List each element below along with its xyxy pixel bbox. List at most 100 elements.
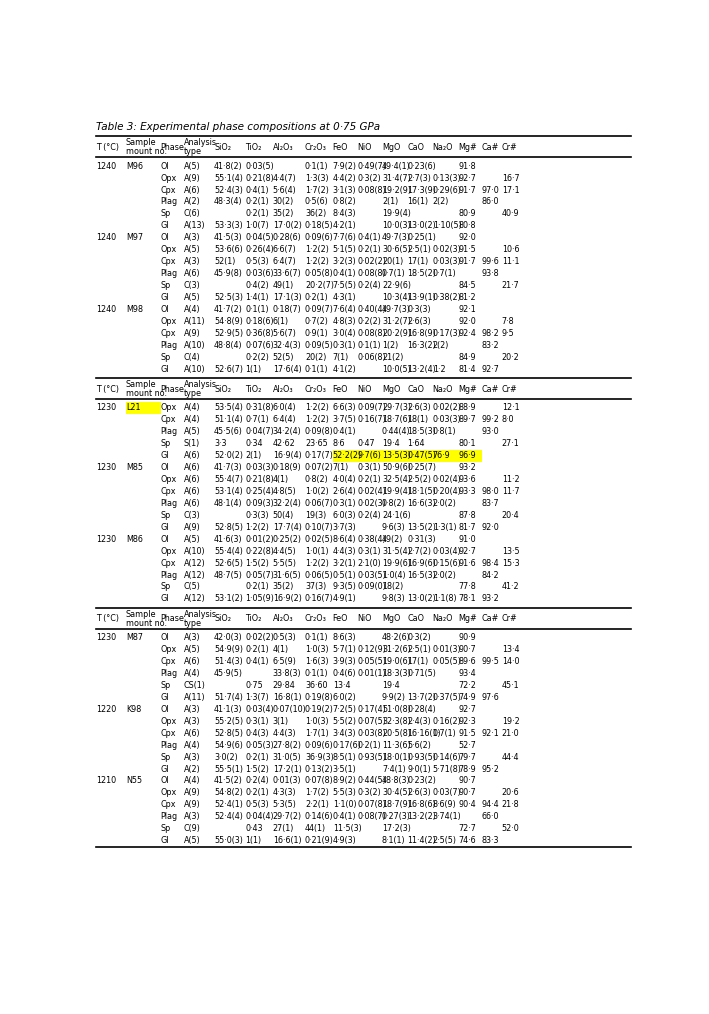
Text: 6·4(4): 6·4(4): [273, 416, 296, 425]
Text: 0·34: 0·34: [245, 439, 262, 448]
Text: 2(1): 2(1): [382, 198, 398, 207]
Text: 0·16(7): 0·16(7): [357, 416, 386, 425]
Text: 0·44(4): 0·44(4): [382, 427, 411, 436]
Text: FeO: FeO: [333, 143, 348, 152]
Text: 0·05(3): 0·05(3): [245, 740, 274, 749]
Text: 99·6: 99·6: [482, 258, 500, 266]
Text: 77·8: 77·8: [459, 582, 476, 591]
Text: M87: M87: [125, 634, 143, 642]
Text: 11·5(3): 11·5(3): [333, 824, 362, 834]
Text: 12·1: 12·1: [502, 404, 519, 413]
Text: 90·7: 90·7: [459, 645, 476, 654]
Text: Cr#: Cr#: [502, 614, 518, 624]
Text: 5·5(3): 5·5(3): [333, 789, 357, 797]
Text: 0·02(3): 0·02(3): [432, 245, 462, 255]
Text: 0·19(2): 0·19(2): [305, 705, 334, 714]
Text: 52·5(3): 52·5(3): [214, 293, 243, 302]
Text: 0·09(7): 0·09(7): [305, 305, 334, 314]
Text: 1·2(2): 1·2(2): [305, 245, 329, 255]
Text: 49·7(3): 49·7(3): [382, 305, 411, 314]
Text: 0·09(7): 0·09(7): [357, 404, 386, 413]
Text: 84·9: 84·9: [459, 353, 476, 362]
Text: 6·4(7): 6·4(7): [273, 258, 296, 266]
Text: Gl: Gl: [160, 451, 169, 460]
Text: 0·03(6): 0·03(6): [245, 269, 274, 278]
Text: 42·0(3): 42·0(3): [214, 634, 242, 642]
Text: 6·0(2): 6·0(2): [333, 693, 357, 702]
Text: 20·6: 20·6: [502, 789, 519, 797]
Text: 3·1(3): 3·1(3): [333, 186, 357, 195]
Bar: [333, 449, 357, 461]
Text: Cpx: Cpx: [160, 559, 176, 568]
Text: 53·6(6): 53·6(6): [214, 245, 242, 255]
Text: A(11): A(11): [184, 693, 205, 702]
Text: 35(2): 35(2): [273, 209, 294, 218]
Text: Gl: Gl: [160, 693, 169, 702]
Text: 3·7(3): 3·7(3): [333, 523, 357, 531]
Text: 0·29(6): 0·29(6): [432, 186, 462, 195]
Text: 18(1): 18(1): [408, 416, 429, 425]
Text: 22·9(6): 22·9(6): [382, 281, 411, 290]
Text: 2·7(2): 2·7(2): [408, 547, 432, 556]
Text: 19·9(6): 19·9(6): [382, 559, 411, 568]
Text: A(10): A(10): [184, 341, 205, 350]
Text: Mg#: Mg#: [459, 143, 477, 152]
Text: Gl: Gl: [160, 365, 169, 373]
Text: 0·2(2): 0·2(2): [357, 316, 381, 325]
Text: A(3): A(3): [184, 752, 200, 762]
Text: 0·10(7): 0·10(7): [305, 523, 334, 531]
Text: 36(2): 36(2): [305, 209, 326, 218]
Text: 0·3(1): 0·3(1): [357, 547, 381, 556]
Text: A(10): A(10): [184, 547, 205, 556]
Text: M85: M85: [125, 463, 143, 473]
Text: A(6): A(6): [184, 463, 200, 473]
Text: Cpx: Cpx: [160, 186, 176, 195]
Text: 30·6(5): 30·6(5): [382, 245, 411, 255]
Text: 78·1: 78·1: [459, 594, 476, 603]
Text: 0·1(1): 0·1(1): [357, 341, 381, 350]
Text: 0·2(1): 0·2(1): [245, 752, 269, 762]
Text: 2·6(4): 2·6(4): [333, 487, 357, 496]
Text: 98·0: 98·0: [482, 487, 500, 496]
Text: A(3): A(3): [184, 717, 200, 726]
Text: 0·23(6): 0·23(6): [408, 161, 436, 170]
Text: mount no.: mount no.: [125, 147, 167, 156]
Text: 0·18(7): 0·18(7): [273, 305, 301, 314]
Text: 0·71(5): 0·71(5): [408, 669, 437, 678]
Text: 0·3(1): 0·3(1): [333, 499, 357, 508]
Text: 17·1(3): 17·1(3): [273, 293, 301, 302]
Text: 0·25(2): 0·25(2): [273, 534, 302, 544]
Text: 17·7(4): 17·7(4): [273, 523, 302, 531]
Text: 0·31(8): 0·31(8): [245, 404, 274, 413]
Text: 1230: 1230: [96, 404, 116, 413]
Text: 54·9(6): 54·9(6): [214, 740, 243, 749]
Text: 91·5: 91·5: [459, 729, 476, 738]
Text: 0·44(5): 0·44(5): [357, 777, 386, 786]
Text: Plag: Plag: [160, 427, 178, 436]
Text: Cpx: Cpx: [160, 329, 176, 338]
Text: 2(2): 2(2): [432, 198, 449, 207]
Bar: [125, 402, 160, 414]
Text: 97·0: 97·0: [482, 186, 500, 195]
Bar: [432, 449, 459, 461]
Text: Sp: Sp: [160, 281, 171, 290]
Text: 0·47(5): 0·47(5): [408, 451, 437, 460]
Text: 0·3(1): 0·3(1): [333, 341, 357, 350]
Text: Gl: Gl: [160, 221, 169, 230]
Text: 0·4(1): 0·4(1): [357, 233, 381, 242]
Text: 53·3(3): 53·3(3): [214, 221, 242, 230]
Text: 0·14(6): 0·14(6): [305, 812, 333, 821]
Text: 6·6(3): 6·6(3): [333, 404, 357, 413]
Text: Gl: Gl: [160, 594, 169, 603]
Text: 53·1(2): 53·1(2): [214, 594, 243, 603]
Text: 0·2(1): 0·2(1): [245, 209, 269, 218]
Text: 7·8: 7·8: [502, 316, 514, 325]
Text: 27·8(2): 27·8(2): [273, 740, 302, 749]
Text: 92·7: 92·7: [459, 173, 476, 183]
Text: 49(2): 49(2): [382, 534, 403, 544]
Text: 80·9: 80·9: [459, 209, 476, 218]
Text: 0·20(4): 0·20(4): [432, 487, 462, 496]
Text: 5·3(5): 5·3(5): [273, 800, 297, 809]
Text: 54·8(9): 54·8(9): [214, 316, 243, 325]
Text: 4·2(1): 4·2(1): [333, 221, 357, 230]
